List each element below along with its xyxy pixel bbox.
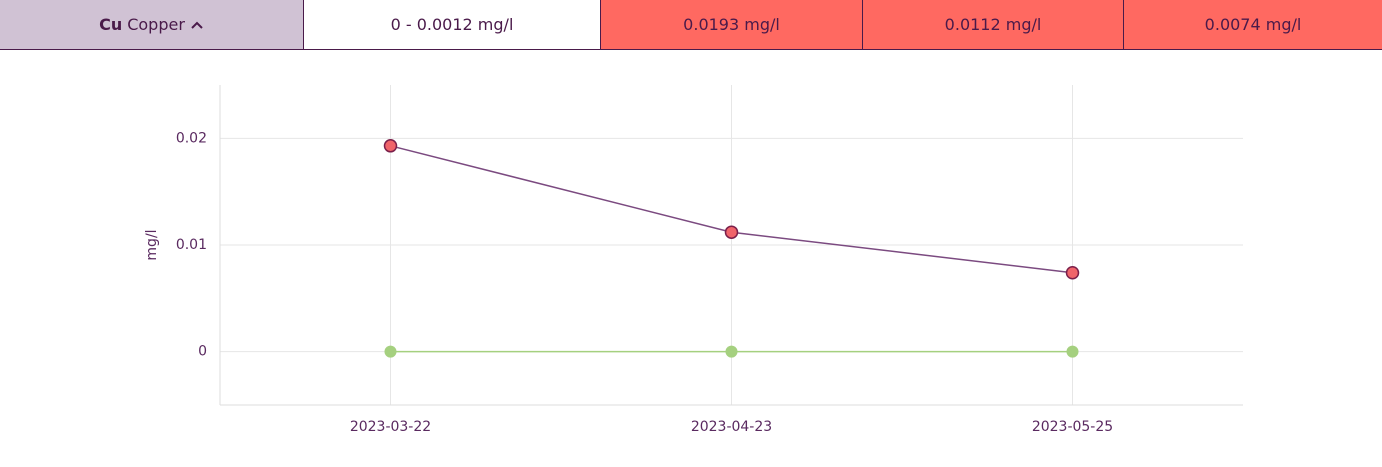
chevron-up <box>191 21 203 29</box>
y-tick-label: 0 <box>198 344 207 360</box>
y-tick-label: 0.02 <box>176 130 207 146</box>
data-point <box>1066 345 1079 358</box>
parameter-row: Cu Copper 0 - 0.0012 mg/l 0.0193 mg/l 0.… <box>0 0 1382 50</box>
x-tick-label: 2023-05-25 <box>1032 419 1113 435</box>
measurement: 0.0193 mg/l <box>601 0 863 49</box>
reference-range: 0 - 0.0012 mg/l <box>304 0 601 49</box>
data-point <box>384 345 397 358</box>
chart: mg/l 0 0.01 0.02 2023-03-22 2023-04-23 2023-0… <box>144 85 1243 435</box>
data-point <box>1065 265 1080 280</box>
x-tick-label: 2023-04-23 <box>691 419 772 435</box>
measurement: 0.0112 mg/l <box>863 0 1124 49</box>
parameter-toggle[interactable]: Cu Copper <box>0 0 304 49</box>
parameter-name: Copper <box>127 15 185 34</box>
measurement: 0.0074 mg/l <box>1124 0 1382 49</box>
data-point <box>724 225 739 239</box>
parameter-symbol: Cu <box>99 15 123 34</box>
data-point <box>725 345 738 358</box>
data-point <box>383 139 398 153</box>
y-tick-label: 0.01 <box>176 237 207 253</box>
y-axis-label: mg/l <box>144 229 160 260</box>
x-tick-label: 2023-03-22 <box>350 419 431 435</box>
